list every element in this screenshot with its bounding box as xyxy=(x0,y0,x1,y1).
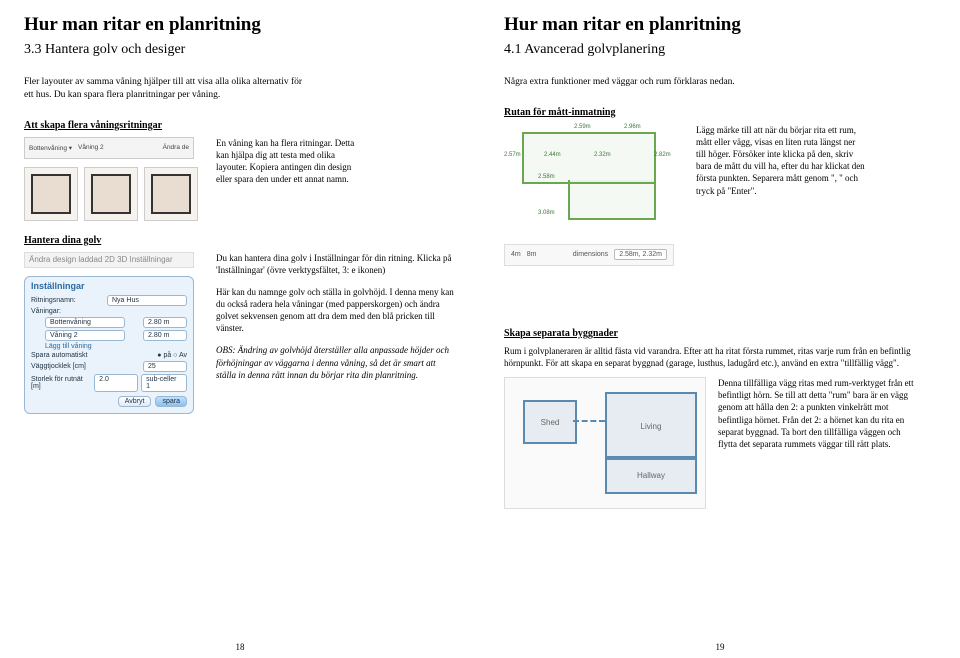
tabs-bar: Ändra design laddad 2D 3D Inställningar xyxy=(24,252,194,268)
section-body: En våning kan ha flera ritningar. Detta … xyxy=(216,137,366,221)
autosave-radio[interactable]: ● på ○ Av xyxy=(157,352,187,359)
paragraph: Här kan du namnge golv och ställa in gol… xyxy=(216,286,456,335)
floorplan-thumbnails xyxy=(24,167,204,221)
toolbar-tab[interactable]: Våning 2 xyxy=(78,144,104,151)
page-title: Hur man ritar en planritning xyxy=(24,14,456,36)
settings-label: Storlek för rutnät [m] xyxy=(31,376,94,390)
grid-size-input[interactable]: 2.0 xyxy=(94,374,138,392)
page-left: Hur man ritar en planritning 3.3 Hantera… xyxy=(0,0,480,658)
dim-label: 2.59m xyxy=(574,124,591,130)
page-number: 18 xyxy=(0,642,480,652)
grid-sub-input[interactable]: sub-celler 1 xyxy=(141,374,187,392)
section-body-column: Du kan hantera dina golv i Inställningar… xyxy=(216,252,456,414)
page-right: Hur man ritar en planritning 4.1 Avancer… xyxy=(480,0,960,658)
cancel-button[interactable]: Avbryt xyxy=(118,396,152,407)
settings-label: Väggtjocklek [cm] xyxy=(31,363,86,370)
section-row: 2.96m 2.59m 2.57m 2.44m 2.32m 2.82m 2.58… xyxy=(504,124,936,266)
page-spread: Hur man ritar en planritning 3.3 Hantera… xyxy=(0,0,960,658)
dimension-plan: 2.96m 2.59m 2.57m 2.44m 2.32m 2.82m 2.58… xyxy=(504,124,674,234)
floor-height-input[interactable]: 2.80 m xyxy=(143,330,187,341)
wall-thickness-input[interactable]: 25 xyxy=(143,361,187,372)
add-floor-link[interactable]: Lägg till våning xyxy=(45,343,92,350)
floor-name-input[interactable]: Våning 2 xyxy=(45,330,125,341)
settings-label: Ritningsnamn: xyxy=(31,297,76,304)
intro-text: Några extra funktioner med väggar och ru… xyxy=(504,76,784,89)
section-row: Bottenvåning ▾ Våning 2 Ändra de En våni… xyxy=(24,137,456,221)
toolbar-link[interactable]: Ändra de xyxy=(163,144,189,151)
room-living: Living xyxy=(605,392,697,460)
section-body: Lägg märke till att när du börjar rita e… xyxy=(696,124,866,266)
page-number: 19 xyxy=(480,642,960,652)
dim-label: 2.96m xyxy=(624,124,641,130)
floor-toolbar: Bottenvåning ▾ Våning 2 Ändra de xyxy=(24,137,194,159)
section-body: Rum i golvplaneraren är alltid fästa vid… xyxy=(504,345,914,369)
floorplan-thumb xyxy=(144,167,198,221)
section-heading: Skapa separata byggnader xyxy=(504,328,936,339)
scale-mark: 4m xyxy=(511,251,521,258)
section-heading: Rutan för mått-inmatning xyxy=(504,107,936,118)
dimensions-input[interactable]: 2.58m, 2.32m xyxy=(614,249,667,260)
settings-title: Inställningar xyxy=(31,281,187,291)
floor-height-input[interactable]: 2.80 m xyxy=(143,317,187,328)
section-row: Ändra design laddad 2D 3D Inställningar … xyxy=(24,252,456,414)
toolbar-dropdown[interactable]: Bottenvåning ▾ xyxy=(29,144,72,152)
scale-mark: 8m xyxy=(527,251,537,258)
section-heading: Att skapa flera våningsritningar xyxy=(24,120,456,131)
rooms-plan: Shed Living Hallway xyxy=(504,377,706,509)
section-body: Denna tillfälliga vägg ritas med rum-ver… xyxy=(718,377,918,509)
save-button[interactable]: spara xyxy=(155,396,187,407)
section-heading: Hantera dina golv xyxy=(24,235,456,246)
dim-label: 3.08m xyxy=(538,210,555,216)
settings-panel: Inställningar Ritningsnamn: Nya Hus Våni… xyxy=(24,276,194,414)
room-hallway: Hallway xyxy=(605,456,697,494)
settings-label: Våningar: xyxy=(31,308,61,315)
page-subtitle: 3.3 Hantera golv och desiger xyxy=(24,42,456,58)
dim-label: 2.44m xyxy=(544,152,561,158)
note-paragraph: OBS: Ändring av golvhöjd återställer all… xyxy=(216,344,456,380)
floorplan-thumb xyxy=(84,167,138,221)
dim-label: 2.57m xyxy=(504,152,521,158)
figure-block: 2.96m 2.59m 2.57m 2.44m 2.32m 2.82m 2.58… xyxy=(504,124,684,266)
page-subtitle: 4.1 Avancerad golvplanering xyxy=(504,42,936,58)
dim-label: 2.82m xyxy=(654,152,671,158)
dim-label: 2.58m xyxy=(538,174,555,180)
settings-input[interactable]: Nya Hus xyxy=(107,295,187,306)
figure-block: Ändra design laddad 2D 3D Inställningar … xyxy=(24,252,204,414)
dimension-input-bar: 4m 8m dimensions 2.58m, 2.32m xyxy=(504,244,674,266)
dim-label: 2.32m xyxy=(594,152,611,158)
tabs-text: Ändra design laddad 2D 3D Inställningar xyxy=(29,255,173,264)
page-title: Hur man ritar en planritning xyxy=(504,14,936,36)
temp-wall xyxy=(573,420,605,422)
paragraph: Du kan hantera dina golv i Inställningar… xyxy=(216,252,456,276)
floor-name-input[interactable]: Bottenvåning xyxy=(45,317,125,328)
dimensions-label: dimensions xyxy=(573,251,608,258)
section-row: Shed Living Hallway Denna tillfälliga vä… xyxy=(504,377,936,509)
floorplan-thumb xyxy=(24,167,78,221)
room-shed: Shed xyxy=(523,400,577,444)
intro-text: Fler layouter av samma våning hjälper ti… xyxy=(24,76,304,102)
figure-block: Bottenvåning ▾ Våning 2 Ändra de xyxy=(24,137,204,221)
settings-label: Spara automatiskt xyxy=(31,352,87,359)
